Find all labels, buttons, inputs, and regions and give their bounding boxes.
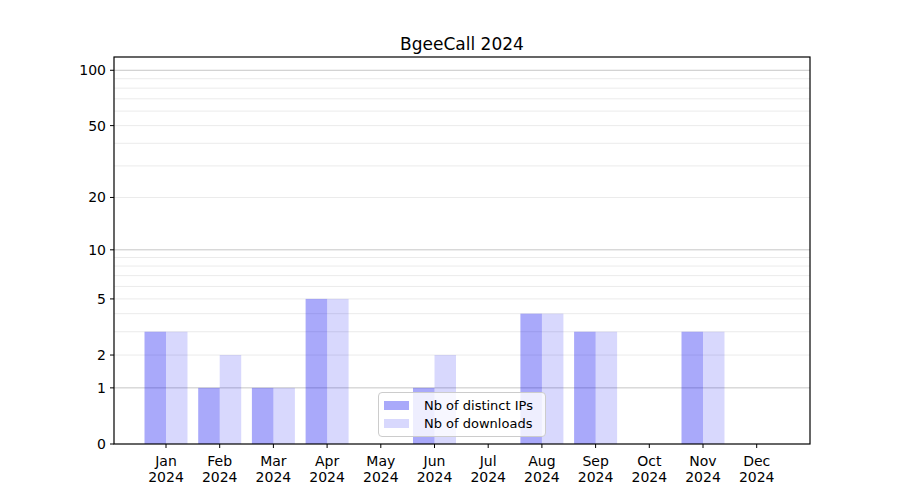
x-tick-label-month: Sep: [582, 453, 609, 469]
x-tick-label-year: 2024: [631, 469, 667, 485]
x-tick-label-year: 2024: [202, 469, 238, 485]
y-tick-label: 10: [88, 242, 106, 258]
legend-swatch-distinct-ips: [384, 401, 409, 410]
y-tick-label: 2: [97, 347, 106, 363]
bar-downloads-sep: [596, 332, 618, 444]
bar-distinct-ips-sep: [574, 332, 596, 444]
x-tick-label-year: 2024: [578, 469, 614, 485]
x-tick-label-year: 2024: [470, 469, 506, 485]
legend-item-distinct-ips: Nb of distinct IPs: [384, 399, 539, 412]
x-tick-label-month: Nov: [689, 453, 716, 469]
x-tick-label-year: 2024: [309, 469, 345, 485]
x-tick-label-year: 2024: [256, 469, 292, 485]
x-tick-label-month: Oct: [637, 453, 662, 469]
x-tick-label-month: Apr: [315, 453, 339, 469]
bar-distinct-ips-jan: [145, 332, 167, 444]
x-tick-label-year: 2024: [417, 469, 453, 485]
y-tick-label: 50: [88, 118, 106, 134]
legend: Nb of distinct IPs Nb of downloads: [378, 392, 546, 437]
x-tick-label-month: Jul: [479, 453, 497, 469]
chart-figure: BgeeCall 2024 0125102050100Jan2024Feb202…: [0, 0, 900, 500]
y-tick-label: 1: [97, 380, 106, 396]
bar-downloads-feb: [220, 355, 242, 444]
legend-item-downloads: Nb of downloads: [384, 417, 539, 430]
x-tick-label-month: Dec: [743, 453, 770, 469]
legend-label-distinct-ips: Nb of distinct IPs: [424, 399, 533, 412]
y-tick-label: 0: [97, 436, 106, 452]
x-tick-label-year: 2024: [148, 469, 184, 485]
y-tick-label: 20: [88, 189, 106, 205]
y-tick-label: 5: [97, 291, 106, 307]
chart-title: BgeeCall 2024: [114, 34, 810, 54]
x-tick-label-month: Mar: [260, 453, 287, 469]
bar-downloads-nov: [703, 332, 725, 444]
x-tick-label-month: May: [366, 453, 395, 469]
x-tick-label-year: 2024: [524, 469, 560, 485]
x-tick-label-month: Jun: [423, 453, 446, 469]
x-tick-label-year: 2024: [363, 469, 399, 485]
x-tick-label-month: Jan: [154, 453, 177, 469]
legend-swatch-downloads: [384, 419, 409, 428]
bar-downloads-mar: [273, 388, 295, 444]
x-tick-label-month: Aug: [528, 453, 555, 469]
y-tick-label: 100: [79, 62, 106, 78]
x-tick-label-year: 2024: [739, 469, 775, 485]
bar-downloads-jan: [166, 332, 188, 444]
bar-distinct-ips-feb: [198, 388, 220, 444]
x-tick-label-year: 2024: [685, 469, 721, 485]
bar-distinct-ips-nov: [682, 332, 704, 444]
x-tick-label-month: Feb: [207, 453, 232, 469]
bar-distinct-ips-mar: [252, 388, 274, 444]
bar-downloads-apr: [327, 299, 349, 444]
bar-distinct-ips-apr: [306, 299, 328, 444]
legend-label-downloads: Nb of downloads: [424, 417, 532, 430]
